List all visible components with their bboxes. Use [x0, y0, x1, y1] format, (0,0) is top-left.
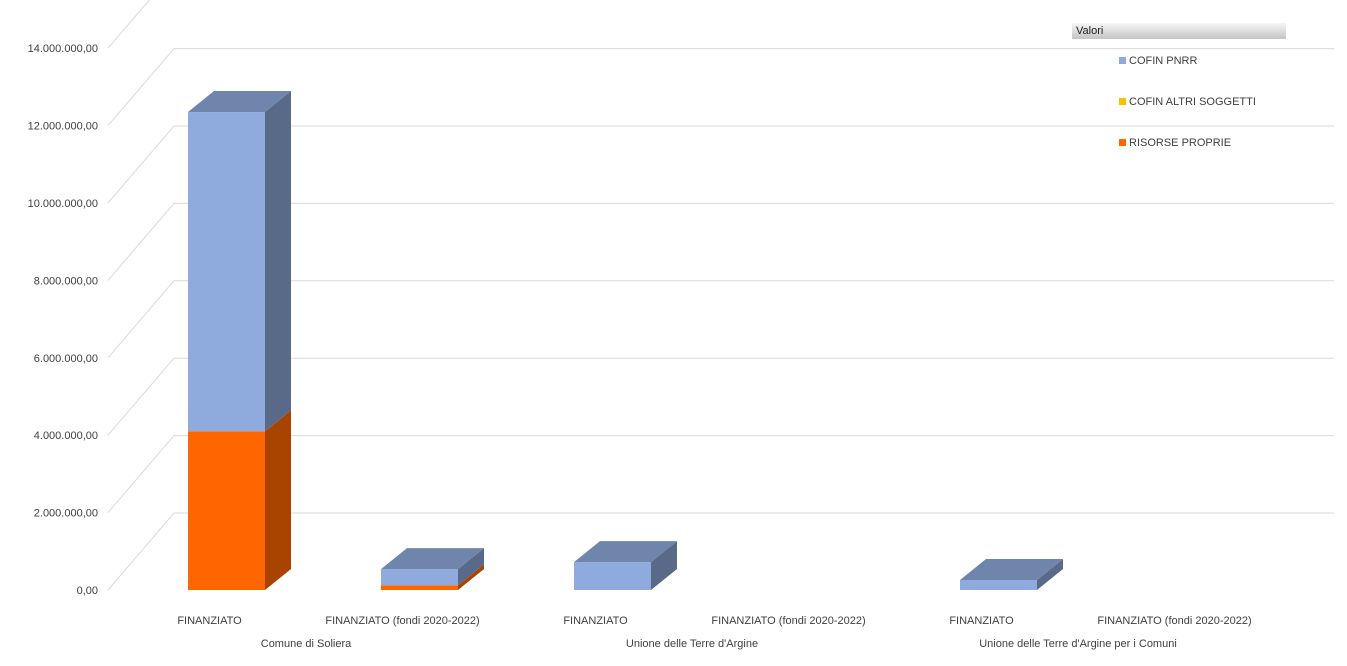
- bar-risorse-proprie-0: [188, 431, 265, 590]
- bar-risorse-proprie-1-side: [458, 564, 484, 590]
- legend: Valori COFIN PNRR COFIN ALTRI SOGGETTI R…: [1072, 23, 1286, 149]
- y-tick-label: 2.000.000,00: [34, 508, 98, 520]
- legend-title: Valori: [1072, 23, 1286, 39]
- gridline: [107, 435, 1334, 513]
- y-tick-label: 10.000.000,00: [28, 198, 98, 210]
- x-category-label: FINANZIATO (fondi 2020-2022): [1097, 615, 1251, 627]
- legend-item-risorse-proprie: RISORSE PROPRIE: [1119, 137, 1231, 149]
- x-category-label: FINANZIATO: [949, 615, 1014, 627]
- y-tick-label: 12.000.000,00: [28, 121, 98, 133]
- x-axis-categories: FINANZIATO FINANZIATO (fondi 2020-2022) FI…: [177, 615, 1251, 627]
- legend-swatch-cofin-altri-soggetti: [1119, 98, 1126, 105]
- y-tick-label: 4.000.000,00: [34, 430, 98, 442]
- legend-label-cofin-pnrr: COFIN PNRR: [1129, 55, 1198, 67]
- gridline: [107, 125, 1334, 204]
- bar-risorse-proprie-0-side: [265, 410, 291, 590]
- x-category-label: FINANZIATO (fondi 2020-2022): [711, 615, 865, 627]
- y-tick-label: 8.000.000,00: [34, 275, 98, 287]
- bar-cofin-pnrr-2: [574, 562, 651, 590]
- bar-cofin-pnrr-0: [188, 112, 265, 432]
- bar-cofin-pnrr-1-side: [458, 548, 484, 586]
- y-tick-label: 14.000.000,00: [28, 43, 98, 55]
- y-tick-label: 0,00: [77, 585, 98, 597]
- bar-cofin-pnrr-2-side: [651, 541, 677, 590]
- x-category-label: FINANZIATO: [563, 615, 628, 627]
- gridlines: [107, 0, 1334, 591]
- bar-cofin-pnrr-4-side: [1037, 558, 1063, 590]
- gridline: [107, 512, 1334, 591]
- bar-risorse-proprie-1: [381, 585, 458, 590]
- gridline: [107, 48, 1334, 126]
- legend-label-risorse-proprie: RISORSE PROPRIE: [1129, 137, 1232, 149]
- x-group-label: Comune di Soliera: [261, 638, 352, 650]
- bar-top-0: [188, 91, 291, 113]
- legend-swatch-risorse-proprie: [1119, 139, 1126, 146]
- bar-cofin-pnrr-1: [381, 569, 458, 586]
- gridline: [107, 0, 150, 49]
- x-axis-groups: Comune di Soliera Unione delle Terre d'Ar…: [261, 638, 1177, 650]
- bar-top-4: [960, 558, 1063, 580]
- bars: [188, 91, 1063, 590]
- y-axis-ticks: 0,00 2.000.000,00 4.000.000,00 6.000.000,00…: [28, 43, 98, 597]
- bar-top-1: [381, 548, 484, 570]
- legend-swatch-cofin-pnrr: [1119, 57, 1126, 64]
- bar-top-2: [574, 541, 677, 563]
- legend-item-cofin-altri-soggetti: COFIN ALTRI SOGGETTI: [1119, 96, 1256, 108]
- gridline: [107, 202, 1334, 281]
- bar-cofin-pnrr-0-side: [265, 91, 291, 432]
- gridline: [107, 280, 1334, 359]
- legend-label-cofin-altri-soggetti: COFIN ALTRI SOGGETTI: [1129, 96, 1256, 108]
- x-group-label: Unione delle Terre d'Argine per i Comuni: [979, 638, 1177, 650]
- x-category-label: FINANZIATO (fondi 2020-2022): [325, 615, 479, 627]
- x-group-label: Unione delle Terre d'Argine: [626, 638, 758, 650]
- x-category-label: FINANZIATO: [177, 615, 242, 627]
- legend-item-cofin-pnrr: COFIN PNRR: [1119, 55, 1197, 67]
- bar-cofin-pnrr-4: [960, 579, 1037, 590]
- gridline: [107, 357, 1334, 436]
- y-tick-label: 6.000.000,00: [34, 353, 98, 365]
